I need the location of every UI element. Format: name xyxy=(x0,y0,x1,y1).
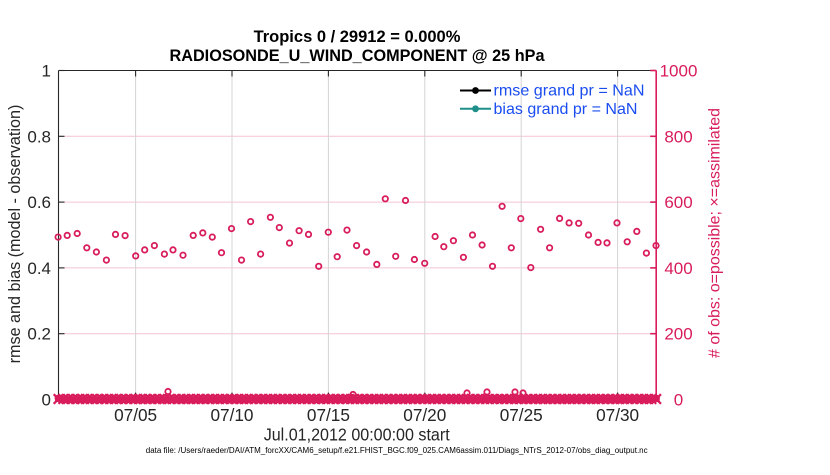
svg-text:0.6: 0.6 xyxy=(27,193,51,212)
svg-text:RADIOSONDE_U_WIND_COMPONENT @: RADIOSONDE_U_WIND_COMPONENT @ 25 hPa xyxy=(170,47,546,65)
svg-text:200: 200 xyxy=(664,325,692,344)
svg-text:# of obs: o=possible; ×=assimi: # of obs: o=possible; ×=assimilated xyxy=(707,108,724,358)
svg-text:rmse and bias (model - observa: rmse and bias (model - observation) xyxy=(5,105,24,364)
svg-text:rmse grand pr = NaN: rmse grand pr = NaN xyxy=(494,83,645,100)
svg-text:07/25: 07/25 xyxy=(500,405,543,425)
svg-text:07/05: 07/05 xyxy=(114,405,157,425)
svg-text:0: 0 xyxy=(42,391,51,410)
svg-text:07/20: 07/20 xyxy=(403,405,446,425)
svg-text:800: 800 xyxy=(664,127,692,146)
svg-text:400: 400 xyxy=(664,259,692,278)
svg-text:Tropics 0 / 29912 = 0.000%: Tropics 0 / 29912 = 0.000% xyxy=(254,28,461,46)
svg-text:07/30: 07/30 xyxy=(596,405,639,425)
svg-text:0.2: 0.2 xyxy=(27,325,51,344)
svg-text:0.4: 0.4 xyxy=(27,259,51,278)
svg-text:data file: /Users/raeder/DAI/A: data file: /Users/raeder/DAI/ATM_forcXX/… xyxy=(146,446,648,455)
svg-text:1: 1 xyxy=(42,62,51,81)
svg-text:1000: 1000 xyxy=(660,62,698,81)
svg-text:07/15: 07/15 xyxy=(307,405,350,425)
svg-text:07/10: 07/10 xyxy=(210,405,253,425)
svg-text:Jul.01,2012 00:00:00 start: Jul.01,2012 00:00:00 start xyxy=(264,425,450,445)
svg-text:bias grand pr = NaN: bias grand pr = NaN xyxy=(494,101,638,118)
svg-text:600: 600 xyxy=(664,193,692,212)
svg-text:0.8: 0.8 xyxy=(27,127,51,146)
svg-text:0: 0 xyxy=(674,391,683,410)
